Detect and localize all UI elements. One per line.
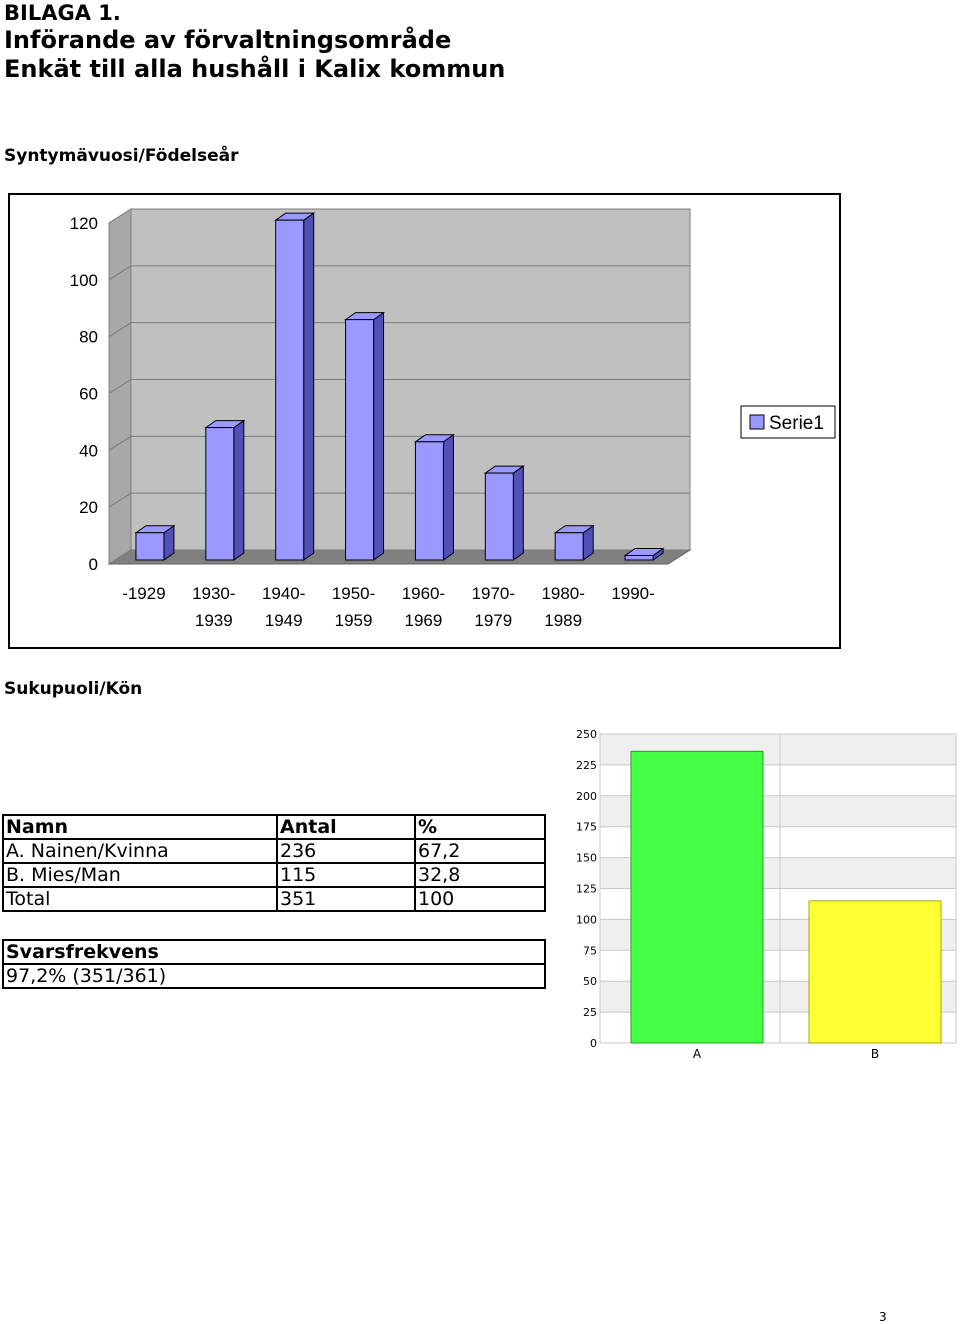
y-tick-label: 60 [79,385,98,404]
gridline-side [108,492,132,508]
table-row: B. Mies/Man 115 32,8 [2,862,546,888]
y-tick-label: 225 [576,759,597,772]
column-header-count: Antal [276,814,416,840]
y-tick-label: 80 [79,328,98,347]
doc-subtitle: Enkät till alla hushåll i Kalix kommun [4,55,506,83]
y-tick-label: 0 [89,555,98,574]
birth-year-chart-frame: 0 20 40 60 80 100 120 -1929 1930-1939 1940-1949 19… [8,193,841,649]
bar [275,219,305,561]
bar-side [512,465,524,561]
bar-side [303,212,315,561]
y-tick-label: 75 [583,944,597,957]
bar [624,554,654,561]
table-cell: Total [2,886,278,912]
plot-floor [107,549,692,565]
bar [135,532,165,561]
bar [554,532,584,561]
x-tick-label: B [871,1047,879,1061]
legend-label: Serie1 [769,413,824,434]
gridline-side [108,322,132,338]
section-heading-birth-year: Syntymävuosi/Födelseår [4,146,239,166]
x-tick-label: 1990- [611,584,654,603]
gridline-side [108,549,132,565]
table-cell: 32,8 [414,862,546,888]
bar-side [442,433,454,561]
table-cell: 67,2 [414,838,546,864]
legend-swatch [749,414,765,430]
table-header-row: Svarsfrekvens [2,939,546,965]
table-row: A. Nainen/Kvinna 236 67,2 [2,838,546,864]
gender-table: Namn Antal % A. Nainen/Kvinna 236 67,2 B… [2,814,546,912]
y-tick-label: 25 [583,1006,597,1019]
response-rate-table: Svarsfrekvens 97,2% (351/361) [2,939,546,989]
table-cell: 351 [276,886,416,912]
table-cell: A. Nainen/Kvinna [2,838,278,864]
x-tick-label: 1970-1979 [472,584,515,630]
gridline-side [108,435,132,451]
response-rate-header: Svarsfrekvens [2,939,546,965]
y-tick-label: 200 [576,790,597,803]
x-tick-label: 1960-1969 [402,584,445,630]
y-tick-label: 120 [70,214,98,233]
gender-chart: 0 25 50 75 100 125 150 175 200 225 250 A B [576,728,957,1061]
table-cell: 100 [414,886,546,912]
gridline-side [108,265,132,281]
y-tick-label: 50 [583,975,597,988]
y-tick-label: 250 [576,728,597,741]
bar-side [233,419,245,561]
table-cell: 115 [276,862,416,888]
y-tick-label: 175 [576,821,597,834]
x-tick-label: 1930-1939 [192,584,235,630]
bar [205,427,235,561]
page-number: 3 [879,1310,887,1324]
y-tick-label: 125 [576,883,597,896]
section-heading-gender: Sukupuoli/Kön [4,679,143,699]
y-tick-label: 0 [590,1037,597,1050]
table-cell: 236 [276,838,416,864]
doc-title: Införande av förvaltningsområde [4,26,452,54]
response-rate-value: 97,2% (351/361) [2,963,546,989]
gridline-side [108,379,132,394]
table-row: Total 351 100 [2,886,546,912]
y-tick-label: 20 [79,498,98,517]
x-tick-label: 1980-1989 [541,584,584,630]
column-header-name: Namn [2,814,278,840]
bar [345,319,375,561]
bar [414,441,444,561]
x-tick-label: 1950-1959 [332,584,375,630]
y-tick-label: 100 [576,913,597,926]
bar [484,472,514,561]
x-tick-label: -1929 [122,584,165,603]
table-header-row: Namn Antal % [2,814,546,840]
x-tick-label: 1940-1949 [262,584,305,630]
bar-side [373,311,385,561]
y-tick-label: 100 [70,271,98,290]
legend: Serie1 [740,405,836,439]
y-tick-label: 150 [576,852,597,865]
birth-year-chart: 0 20 40 60 80 100 120 -1929 1930-1939 1940-1949 19… [70,208,836,630]
gridline-side [108,208,132,224]
table-cell: B. Mies/Man [2,862,278,888]
column-header-percent: % [414,814,546,840]
table-row: 97,2% (351/361) [2,963,546,989]
y-tick-label: 40 [79,441,98,460]
bar [808,900,942,1044]
x-tick-label: A [693,1047,702,1061]
doc-label: BILAGA 1. [4,1,121,25]
bar [630,750,764,1044]
